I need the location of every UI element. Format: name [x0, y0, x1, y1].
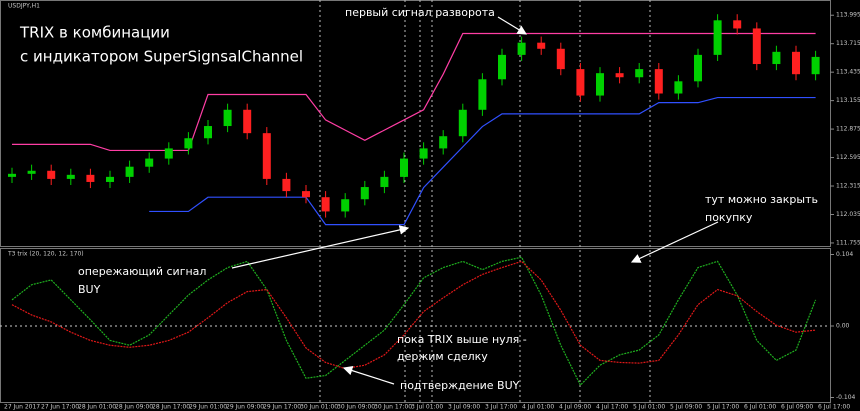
candle-body: [458, 109, 467, 137]
y-tick-label: 0.00: [836, 323, 850, 330]
candle-body: [8, 173, 16, 177]
candle-body: [694, 54, 702, 82]
indicator-line: [11, 260, 816, 370]
annotation: пока TRIX выше нуля -: [397, 333, 527, 346]
candle-body: [556, 48, 565, 70]
x-tick-label: 4 Jul 17:00: [596, 404, 628, 411]
x-tick-label: 30 Jun 17:00: [374, 404, 412, 411]
indicator-header: T3 trix (20, 120, 12, 170): [7, 251, 84, 258]
candle-body: [360, 187, 369, 200]
candle-body: [498, 54, 506, 80]
candle-body: [262, 133, 271, 179]
candle-body: [478, 79, 487, 110]
candle-body: [243, 109, 252, 134]
candle-body: [380, 176, 389, 188]
candle-body: [792, 51, 800, 75]
candle-body: [184, 138, 193, 149]
candle-body: [106, 176, 114, 182]
x-tick-label: 28 Jun 01:00: [78, 404, 116, 411]
candle-body: [635, 69, 644, 78]
candle-body: [713, 20, 722, 55]
x-tick-label: 6 Jul 09:00: [781, 404, 813, 411]
x-tick-label: 3 Jul 01:00: [411, 404, 443, 411]
price-frame: [0, 0, 831, 247]
annotation: тут можно закрыть: [705, 193, 818, 206]
y-tick-label: -0.104: [836, 394, 856, 401]
y-tick-label: 112.035: [836, 211, 860, 218]
annotation: первый сигнал разворота: [345, 6, 495, 19]
annotation: подтверждение BUY: [400, 379, 520, 392]
y-tick-label: 0.104: [836, 251, 853, 258]
candle-body: [27, 170, 36, 174]
session-lines: [319, 0, 651, 403]
candle-body: [341, 199, 350, 212]
x-tick-label: 29 Jun 17:00: [263, 404, 301, 411]
x-tick-label: 28 Jun 09:00: [115, 404, 153, 411]
x-tick-label: 5 Jul 17:00: [707, 404, 739, 411]
x-tick-label: 27 Jun 17:00: [41, 404, 79, 411]
y-tick-label: 112.875: [836, 126, 860, 133]
annotation: держим сделку: [397, 350, 488, 363]
candle-body: [400, 158, 408, 177]
candle-body: [223, 109, 232, 127]
channel-line: [12, 32, 816, 152]
annotation: опережающий сигнал: [78, 265, 206, 278]
y-tick-label: 113.155: [836, 97, 860, 104]
candle-body: [517, 42, 526, 55]
annotation: покупку: [705, 211, 753, 224]
candle-body: [204, 126, 212, 139]
channel-line: [149, 96, 816, 226]
headline: TRIX в комбинации: [19, 24, 170, 42]
y-tick-label: 113.715: [836, 40, 860, 47]
y-tick-label: 112.595: [836, 154, 860, 161]
x-tick-label: 5 Jul 01:00: [633, 404, 665, 411]
candle-body: [596, 73, 604, 96]
x-tick-label: 4 Jul 01:00: [522, 404, 554, 411]
y-tick-label: 113.995: [836, 12, 860, 19]
candle-body: [674, 81, 683, 94]
candle-body: [282, 178, 291, 192]
candle-body: [302, 191, 310, 198]
x-tick-label: 6 Jul 17:00: [818, 404, 850, 411]
candle-body: [772, 51, 781, 65]
candle-body: [439, 136, 448, 149]
indicator-line: [11, 256, 817, 387]
candle-body: [733, 20, 742, 29]
y-tick-label: 111.755: [836, 239, 860, 246]
candle-body: [537, 42, 546, 49]
candle-body: [321, 197, 330, 212]
x-tick-label: 5 Jul 09:00: [670, 404, 702, 411]
x-tick-label: 30 Jun 01:00: [300, 404, 338, 411]
y-tick-label: 113.435: [836, 69, 860, 76]
candle-body: [419, 148, 428, 159]
x-tick-label: 3 Jul 09:00: [448, 404, 480, 411]
x-tick-label: 3 Jul 17:00: [485, 404, 517, 411]
candle-body: [576, 69, 585, 96]
candle-body: [654, 69, 663, 94]
x-tick-label: 28 Jun 17:00: [152, 404, 190, 411]
y-tick-label: 112.315: [836, 183, 860, 190]
x-tick-label: 4 Jul 09:00: [559, 404, 591, 411]
x-tick-label: 6 Jul 01:00: [744, 404, 776, 411]
candle-body: [752, 28, 761, 65]
x-tick-label: 29 Jun 01:00: [189, 404, 227, 411]
x-tick-label: 29 Jun 09:00: [226, 404, 264, 411]
candle-body: [86, 174, 95, 182]
candle-body: [811, 56, 820, 75]
candle-body: [47, 170, 56, 179]
annotation: BUY: [78, 283, 101, 296]
candle-body: [615, 73, 624, 78]
candle-body: [125, 166, 134, 177]
arrows: [231, 16, 719, 385]
price-header: USDJPY,H1: [8, 3, 40, 10]
x-tick-label: 30 Jun 09:00: [337, 404, 375, 411]
candle-body: [66, 174, 75, 179]
candle-body: [145, 158, 154, 167]
headline: с индикатором SuperSignsalChannel: [20, 48, 303, 66]
candle-body: [164, 148, 173, 159]
x-tick-label: 27 Jun 2017: [4, 404, 40, 411]
